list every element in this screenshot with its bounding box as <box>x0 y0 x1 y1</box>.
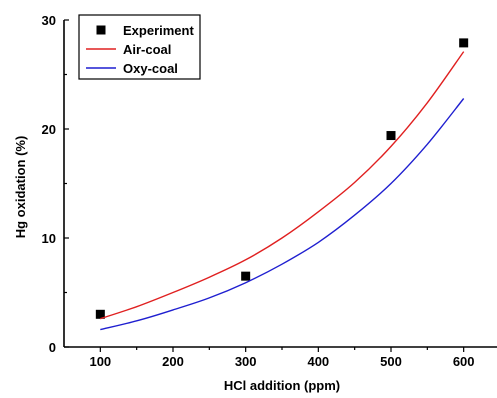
data-point <box>459 38 469 48</box>
y-tick-label: 0 <box>49 340 56 355</box>
legend-entry: Air-coal <box>86 42 171 57</box>
data-point <box>241 271 251 281</box>
data-point <box>95 309 105 319</box>
x-axis-ticks: 100 200 300 400 500 600 <box>89 347 475 369</box>
legend: Experiment Air-coal Oxy-coal <box>78 14 201 80</box>
series-experiment <box>95 38 469 319</box>
legend-label: Experiment <box>123 23 194 38</box>
series-layer <box>95 38 469 331</box>
x-tick-label: 100 <box>89 354 111 369</box>
legend-entry: Experiment <box>96 23 194 38</box>
x-tick-label: 500 <box>380 354 402 369</box>
x-tick-label: 400 <box>307 354 329 369</box>
x-tick-label: 200 <box>162 354 184 369</box>
legend-square-swatch <box>96 25 106 35</box>
y-tick-label: 30 <box>42 13 56 28</box>
series-oxy-coal <box>100 98 465 331</box>
y-axis-title: Hg oxidation (%) <box>13 136 28 239</box>
y-tick-label: 20 <box>42 122 56 137</box>
series-line <box>100 98 465 331</box>
x-tick-label: 300 <box>235 354 257 369</box>
series-air-coal <box>100 51 465 320</box>
legend-label: Oxy-coal <box>123 61 178 76</box>
series-line <box>100 51 465 320</box>
x-tick-label: 600 <box>453 354 475 369</box>
y-tick-label: 10 <box>42 231 56 246</box>
x-axis-title: HCl addition (ppm) <box>224 378 340 393</box>
y-axis-ticks: 0 10 20 30 <box>42 13 69 355</box>
data-point <box>386 131 396 141</box>
legend-label: Air-coal <box>123 42 171 57</box>
legend-entry: Oxy-coal <box>86 61 178 76</box>
